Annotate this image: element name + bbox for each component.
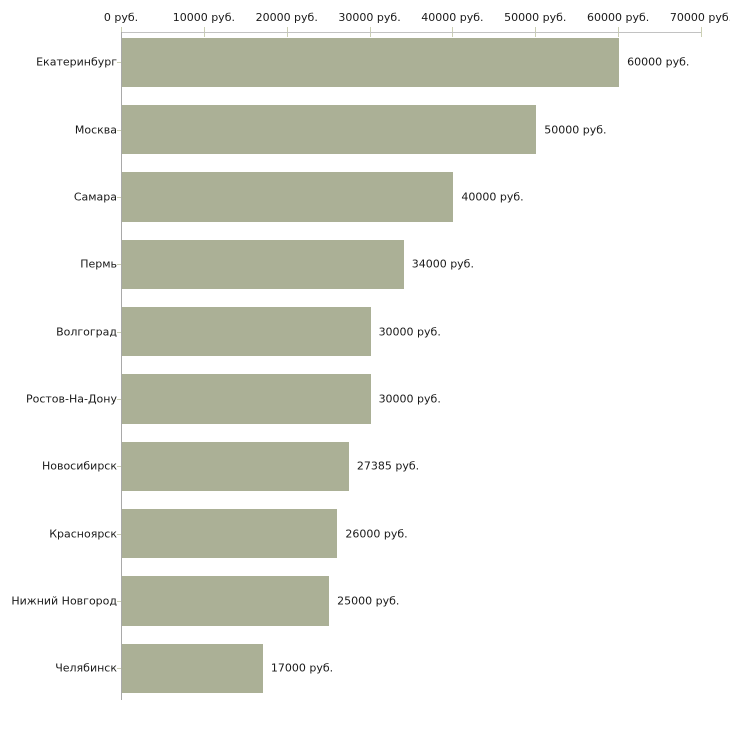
x-axis-tick-label: 0 руб. — [103, 11, 139, 24]
category-label: Новосибирск — [41, 459, 117, 473]
bar-value-label: 40000 руб. — [461, 190, 524, 204]
bar-value-label: 30000 руб. — [378, 325, 441, 339]
bar-value-label: 60000 руб. — [627, 55, 690, 69]
category-label: Екатеринбург — [36, 55, 117, 69]
bar — [122, 508, 338, 559]
category-label: Москва — [74, 123, 117, 137]
x-axis-tick-label: 70000 руб. — [669, 11, 730, 24]
category-tick — [117, 62, 121, 64]
bar-value-label: 50000 руб. — [544, 123, 607, 137]
x-axis-tick — [701, 27, 702, 37]
category-tick — [117, 331, 121, 333]
bar — [122, 104, 537, 155]
bar — [122, 576, 330, 626]
bar — [122, 37, 620, 87]
bar-value-label: 17000 руб. — [270, 661, 334, 675]
bar-value-label: 30000 руб. — [378, 392, 441, 406]
bar — [122, 441, 349, 492]
x-axis-tick-label: 60000 руб. — [587, 11, 650, 24]
category-label: Волгоград — [56, 325, 117, 339]
category-tick — [117, 196, 121, 198]
category-tick — [117, 466, 121, 468]
bar-value-label: 25000 руб. — [337, 594, 400, 608]
x-axis-line — [121, 32, 701, 33]
x-axis-tick-label: 40000 руб. — [421, 11, 484, 24]
bar — [122, 374, 371, 424]
category-label: Челябинск — [55, 661, 117, 675]
category-tick — [117, 533, 121, 535]
category-tick — [117, 668, 121, 670]
category-tick — [117, 601, 121, 603]
y-axis-line — [121, 32, 122, 700]
bar-value-label: 34000 руб. — [411, 257, 474, 271]
bar-value-label: 27385 руб. — [356, 459, 420, 473]
bar — [122, 306, 371, 357]
category-label: Самара — [73, 190, 117, 204]
x-axis-tick-label: 30000 руб. — [338, 11, 401, 24]
bar — [122, 643, 263, 694]
category-tick — [117, 399, 121, 400]
bar — [122, 239, 404, 290]
bar — [122, 172, 454, 222]
x-axis-tick-label: 20000 руб. — [255, 11, 318, 24]
category-tick — [117, 129, 121, 131]
category-label: Ростов-На-Дону — [25, 392, 117, 406]
category-label: Пермь — [80, 257, 117, 271]
x-axis-tick-label: 10000 руб. — [172, 11, 235, 24]
x-axis-tick-label: 50000 руб. — [504, 11, 567, 24]
category-label: Нижний Новгород — [11, 594, 117, 608]
category-label: Красноярск — [49, 527, 117, 541]
category-tick — [117, 264, 121, 266]
bar-value-label: 26000 руб. — [345, 527, 408, 541]
